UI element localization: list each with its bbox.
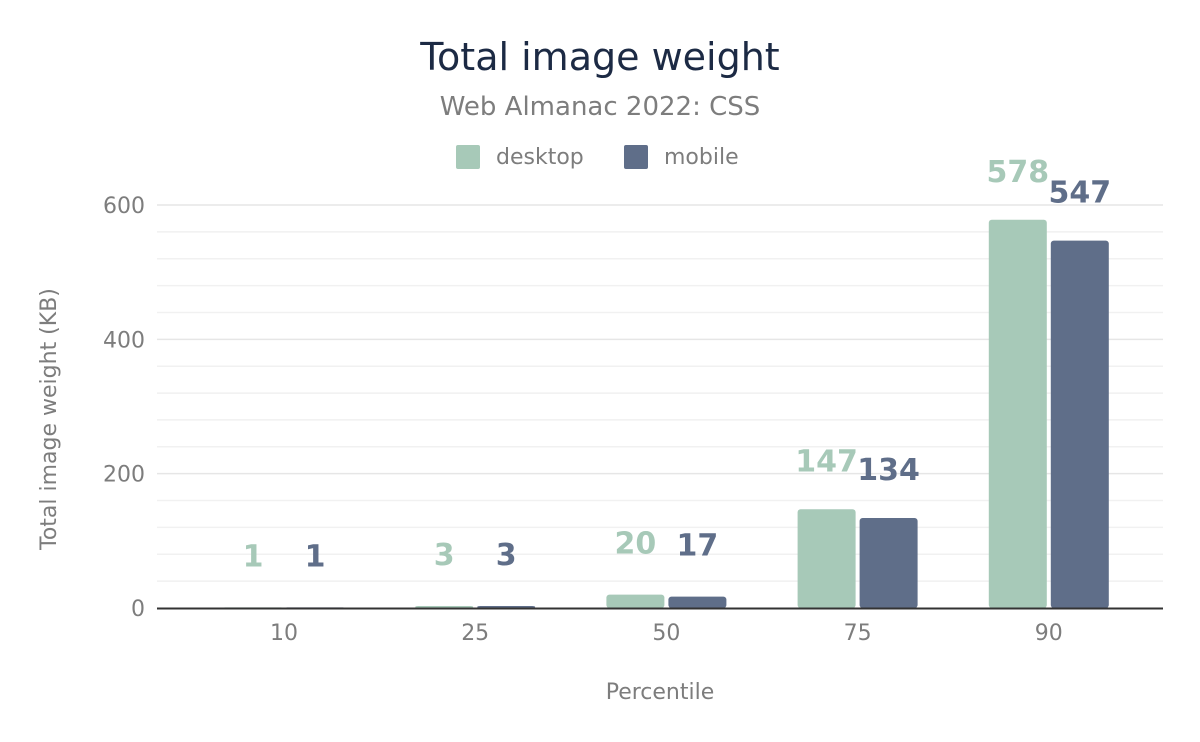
data-label-desktop-90: 578: [986, 155, 1049, 190]
data-label-mobile-75: 134: [857, 453, 920, 488]
legend-label-desktop: desktop: [496, 145, 584, 170]
data-label-mobile-50: 17: [677, 529, 719, 564]
bar-mobile-50: [668, 596, 727, 608]
x-tick-label: 90: [1035, 621, 1063, 646]
data-label-desktop-10: 1: [243, 539, 264, 574]
bar-mobile-75: [859, 517, 918, 608]
data-label-desktop-25: 3: [434, 538, 455, 573]
x-tick-label: 50: [652, 621, 680, 646]
y-tick-label: 200: [103, 463, 145, 488]
data-label-desktop-50: 20: [615, 527, 657, 562]
legend-swatch-mobile: [624, 145, 648, 169]
legend-label-mobile: mobile: [664, 145, 739, 170]
legend: desktop mobile: [456, 145, 739, 170]
chart-subtitle: Web Almanac 2022: CSS: [440, 92, 761, 122]
y-axis-title: Total image weight (KB): [37, 288, 62, 551]
y-tick-label: 600: [103, 194, 145, 219]
x-tick-label: 25: [461, 621, 489, 646]
data-label-mobile-25: 3: [496, 538, 517, 573]
bar-mobile-90: [1050, 240, 1109, 608]
bar-desktop-50: [606, 594, 665, 608]
bar-desktop-25: [415, 605, 474, 608]
x-axis-title: Percentile: [606, 680, 715, 705]
data-label-mobile-10: 1: [305, 539, 326, 574]
y-tick-label: 0: [131, 597, 145, 622]
y-tick-label: 400: [103, 328, 145, 353]
y-axis-ticks: 0 200 400 600: [103, 194, 145, 622]
bar-mobile-25: [477, 605, 536, 608]
data-label-mobile-90: 547: [1048, 176, 1111, 211]
bar-desktop-75: [797, 509, 856, 608]
x-tick-label: 10: [270, 621, 298, 646]
chart-title: Total image weight: [419, 35, 779, 79]
x-tick-label: 75: [844, 621, 872, 646]
legend-swatch-desktop: [456, 145, 480, 169]
data-label-desktop-75: 147: [795, 444, 858, 479]
bar-desktop-90: [988, 219, 1047, 608]
x-axis-ticks: 10 25 50 75 90: [270, 621, 1063, 646]
